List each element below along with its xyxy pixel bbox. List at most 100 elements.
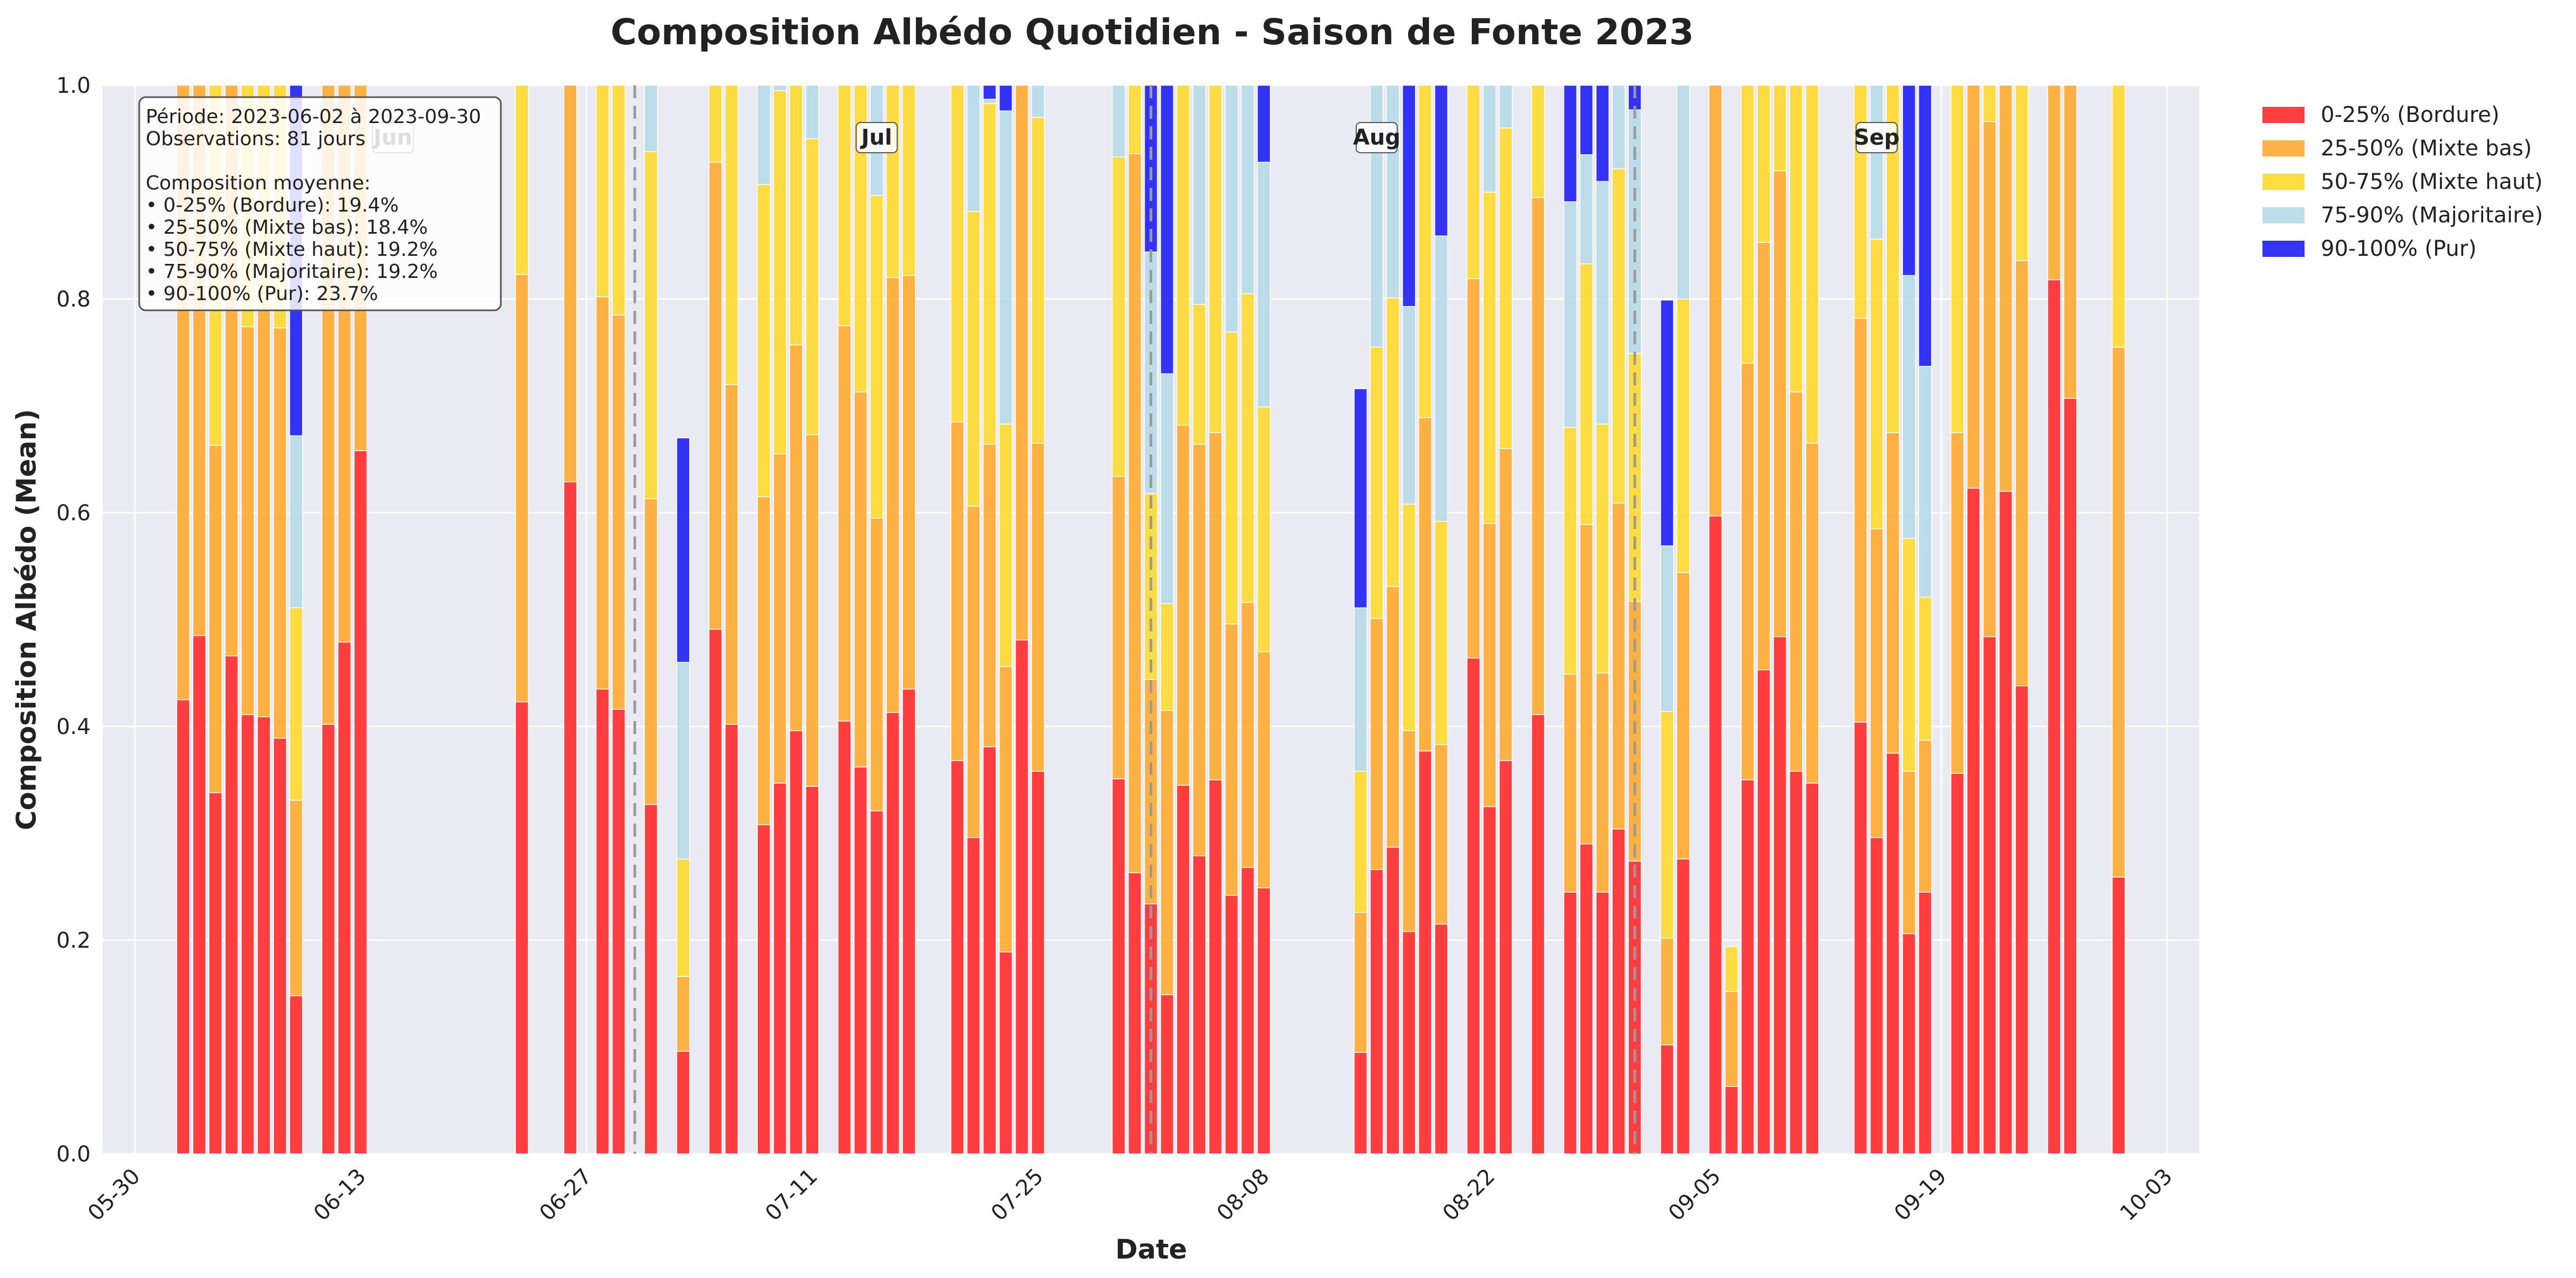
bar-segment: [515, 701, 529, 1154]
bar-segment: [241, 326, 255, 715]
bar-segment: [515, 85, 529, 275]
legend-swatch: [2262, 107, 2305, 123]
bar-stack: [869, 85, 884, 1154]
bar-segment: [1208, 432, 1222, 780]
bar-segment: [1483, 85, 1497, 193]
bar-stack: [967, 85, 981, 1154]
bar-segment: [1724, 946, 1739, 992]
bar-segment: [208, 445, 222, 793]
bar-segment: [1853, 317, 1868, 723]
month-label-text: Aug: [1353, 125, 1401, 150]
bar-segment: [837, 720, 852, 1154]
bar-segment: [1499, 760, 1513, 1154]
bar-segment: [1031, 85, 1045, 118]
bar-segment: [1531, 85, 1545, 198]
bar-segment: [1241, 867, 1255, 1154]
bar-segment: [869, 195, 884, 519]
legend-entry: 50-75% (Mixte haut): [2262, 169, 2543, 194]
bar-stack: [1434, 85, 1449, 1154]
bar-segment: [1160, 373, 1174, 604]
bar-segment: [789, 85, 803, 345]
bar-segment: [1256, 651, 1271, 888]
bar-segment: [1531, 197, 1545, 715]
legend: 0-25% (Bordure) 25-50% (Mixte bas) 50-75% …: [2262, 103, 2543, 261]
bar-stack: [773, 85, 787, 1154]
bar-segment: [1402, 931, 1416, 1154]
bar-stack: [1789, 85, 1803, 1154]
bar-segment: [2063, 398, 2077, 1154]
legend-swatch: [2262, 241, 2305, 257]
bar-segment: [241, 714, 255, 1154]
legend-entry: 75-90% (Majoritaire): [2262, 203, 2543, 228]
bar-segment: [757, 184, 771, 498]
bar-stack: [1370, 85, 1384, 1154]
bar-segment: [595, 296, 610, 690]
bar-segment: [1676, 298, 1690, 573]
bar-segment: [902, 275, 916, 690]
bar-segment: [1015, 639, 1029, 1154]
bar-segment: [1676, 572, 1690, 860]
bar-segment: [1660, 300, 1674, 547]
bar-segment: [289, 435, 303, 608]
bar-segment: [1434, 923, 1449, 1154]
bar-segment: [1999, 491, 2013, 1154]
bar-segment: [1660, 711, 1674, 939]
bar-segment: [724, 85, 739, 385]
bar-segment: [1563, 426, 1578, 675]
bar-segment: [1127, 872, 1142, 1154]
bar-segment: [1418, 417, 1432, 752]
info-box-line: • 50-75% (Mixte haut): 19.2%: [146, 239, 438, 261]
legend-label: 50-75% (Mixte haut): [2321, 169, 2543, 194]
bar-stack: [1966, 85, 1981, 1154]
legend-entry: 25-50% (Mixte bas): [2262, 136, 2532, 161]
bars-group: [176, 85, 2126, 1154]
legend-swatch: [2262, 174, 2305, 190]
bar-segment: [1208, 779, 1222, 1154]
legend-swatch: [2262, 140, 2305, 157]
bar-segment: [644, 498, 658, 805]
bar-segment: [1789, 85, 1803, 393]
bar-segment: [1256, 887, 1271, 1154]
bar-segment: [644, 85, 658, 152]
bar-segment: [1612, 168, 1626, 504]
bar-segment: [886, 85, 900, 278]
bar-segment: [676, 437, 690, 663]
bar-segment: [1483, 192, 1497, 524]
legend-label: 75-90% (Majoritaire): [2321, 203, 2543, 228]
bar-segment: [773, 85, 787, 91]
bar-segment: [724, 724, 739, 1154]
bar-segment: [1015, 85, 1029, 641]
bar-stack: [1660, 300, 1674, 1154]
bar-segment: [1434, 521, 1449, 745]
month-boundary-lines: [633, 85, 1636, 1154]
bar-segment: [1612, 502, 1626, 830]
bar-segment: [1950, 773, 1965, 1154]
bar-segment: [1918, 85, 1932, 367]
bar-segment: [1789, 391, 1803, 772]
bar-segment: [1434, 85, 1449, 236]
bar-segment: [1612, 85, 1626, 169]
bar-segment: [676, 1051, 690, 1154]
bar-segment: [902, 688, 916, 1154]
bar-stack: [886, 85, 900, 1154]
bar-segment: [1402, 85, 1416, 307]
bar-segment: [2063, 85, 2077, 399]
bar-segment: [1386, 846, 1400, 1154]
bar-segment: [1127, 85, 1142, 154]
bar-segment: [1999, 85, 2013, 492]
bar-segment: [1982, 636, 1997, 1154]
bar-segment: [998, 666, 1013, 953]
bar-segment: [950, 760, 964, 1154]
bar-stack: [1595, 85, 1609, 1154]
bar-segment: [1982, 85, 1997, 123]
bar-segment: [676, 662, 690, 860]
bar-stack: [1402, 85, 1416, 1154]
info-box-line: • 90-100% (Pur): 23.7%: [146, 283, 378, 305]
bar-segment: [1256, 161, 1271, 407]
bar-segment: [1225, 623, 1239, 896]
bar-segment: [1354, 912, 1368, 1053]
bar-segment: [1853, 85, 1868, 319]
bar-stack: [1853, 85, 1868, 1154]
bar-segment: [1902, 933, 1916, 1154]
